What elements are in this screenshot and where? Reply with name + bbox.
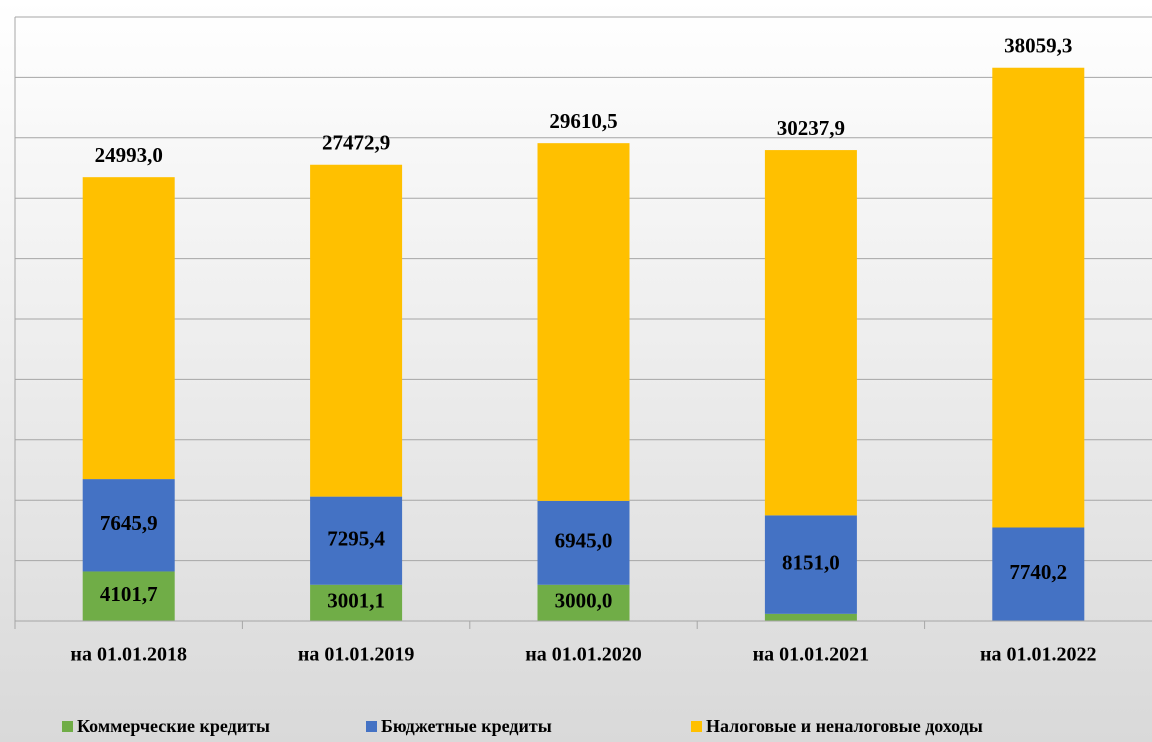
data-label: 29610,5 xyxy=(549,109,617,133)
x-tick-label: на 01.01.2020 xyxy=(525,644,642,666)
bar-segment xyxy=(82,479,175,572)
bar-segment xyxy=(537,584,630,621)
bar-segment xyxy=(310,496,403,585)
bar-segment xyxy=(310,584,403,621)
data-label: 3000,0 xyxy=(555,589,613,613)
legend-swatch xyxy=(691,721,702,732)
bar-segment xyxy=(310,164,403,497)
bar-segment xyxy=(82,177,175,480)
bar-segment xyxy=(764,613,857,621)
data-label: 6945,0 xyxy=(555,529,613,553)
bar-segment xyxy=(764,515,857,614)
data-label: 38059,3 xyxy=(1004,34,1072,58)
bar-segment xyxy=(537,500,630,585)
bar-segment xyxy=(992,527,1085,621)
x-tick-label: на 01.01.2019 xyxy=(298,644,415,666)
legend-swatch xyxy=(62,721,73,732)
data-label: 7740,2 xyxy=(1009,560,1067,584)
x-tick-label: на 01.01.2022 xyxy=(980,644,1097,666)
legend-label: Коммерческие кредиты xyxy=(77,716,270,736)
bar-segment xyxy=(537,143,630,501)
legend-swatch xyxy=(366,721,377,732)
data-label: 3001,1 xyxy=(327,589,385,613)
bar-segment xyxy=(992,67,1085,528)
data-label: 8151,0 xyxy=(782,550,840,574)
legend-label: Бюджетные кредиты xyxy=(381,716,552,736)
data-label: 7645,9 xyxy=(100,511,158,535)
data-label: 4101,7 xyxy=(100,582,158,606)
data-label: 24993,0 xyxy=(95,143,163,167)
data-label: 27472,9 xyxy=(322,131,390,155)
x-tick-label: на 01.01.2021 xyxy=(753,644,870,666)
legend-label: Налоговые и неналоговые доходы xyxy=(706,716,983,736)
data-label: 7295,4 xyxy=(327,526,385,550)
data-label: 30237,9 xyxy=(777,116,845,140)
x-tick-label: на 01.01.2018 xyxy=(70,644,187,666)
bar-segment xyxy=(82,571,175,621)
bar-segment xyxy=(764,150,857,516)
